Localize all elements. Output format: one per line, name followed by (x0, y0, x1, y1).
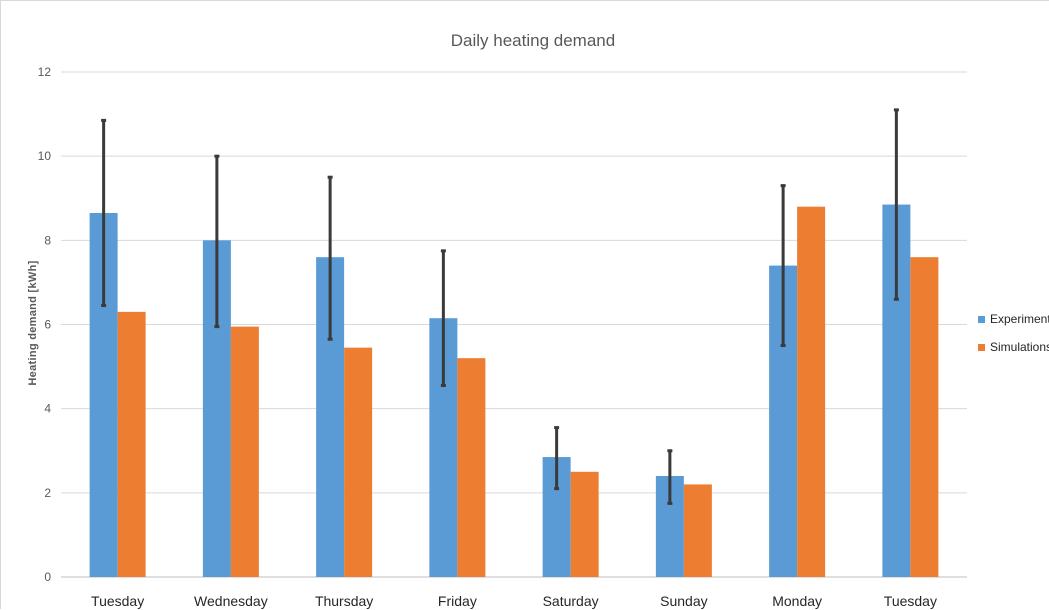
legend: Experiments Simulations (978, 312, 1049, 354)
x-tick-label: Thursday (315, 593, 373, 609)
bar-simulations (797, 206, 826, 577)
x-tick-label: Friday (438, 593, 477, 609)
legend-swatch (978, 344, 985, 351)
legend-label: Experiments (990, 312, 1049, 326)
y-tick-label: 2 (44, 486, 51, 500)
legend-label: Simulations (990, 340, 1049, 354)
bar-simulations (344, 347, 373, 577)
x-tick-label: Tuesday (91, 593, 144, 609)
y-tick-label: 8 (44, 233, 51, 247)
y-tick-label: 10 (38, 149, 52, 163)
gridlines (61, 71, 967, 578)
bars (89, 204, 939, 578)
legend-swatch (978, 316, 985, 323)
bar-simulations (230, 326, 259, 577)
y-axis-label: Heating demand [kWh] (27, 260, 39, 385)
y-tick-label: 0 (44, 570, 51, 584)
y-tick-label: 4 (44, 402, 51, 416)
bar-simulations (570, 471, 599, 577)
x-tick-label: Monday (772, 593, 822, 609)
x-axis-ticks: Tuesday Wednesday Thursday Friday Saturday Su… (91, 593, 937, 609)
x-tick-label: Sunday (660, 593, 707, 609)
y-tick-label: 6 (44, 318, 51, 332)
y-axis-ticks: 0 2 4 6 8 10 12 (38, 65, 52, 584)
bar-simulations (457, 358, 486, 577)
x-tick-label: Wednesday (194, 593, 268, 609)
y-tick-label: 12 (38, 65, 52, 79)
x-tick-label: Tuesday (884, 593, 937, 609)
bar-simulations (683, 484, 712, 577)
error-bars (101, 108, 899, 505)
chart-title: Daily heating demand (451, 31, 615, 50)
bar-simulations (910, 257, 939, 577)
x-tick-label: Saturday (543, 593, 599, 609)
bar-simulations (117, 311, 146, 577)
